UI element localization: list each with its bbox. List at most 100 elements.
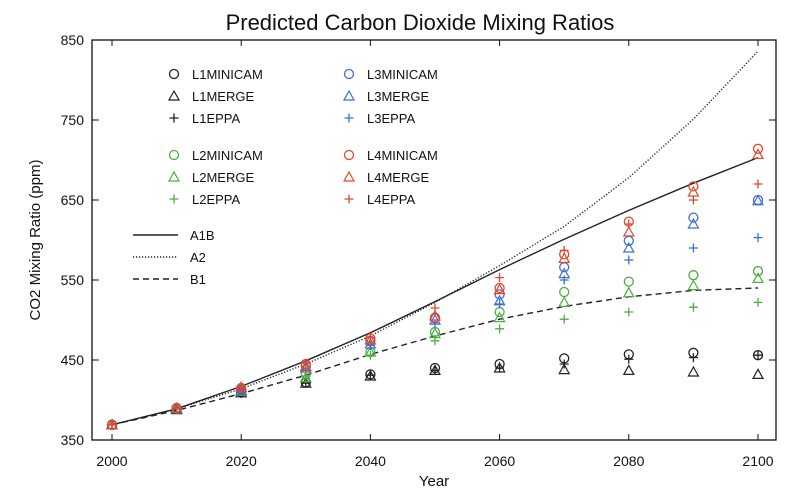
legend-label-l3minicam: L3MINICAM [367,67,438,82]
legend-marker-l1eppa [169,113,179,123]
point-l3eppa [624,255,634,265]
point-l4eppa [559,245,569,255]
x-axis-label: Year [419,473,449,490]
x-tick-label: 2080 [613,453,644,469]
point-l4minicam [688,181,699,192]
point-l4eppa [624,219,634,229]
point-l4merge [428,309,442,321]
point-l4merge [751,148,765,159]
legend-label-l3merge: L3MERGE [367,89,429,104]
legend-label-l2merge: L2MERGE [192,170,254,185]
x-tick-label: 2060 [484,453,515,469]
line-a2 [111,50,759,426]
point-l2minicam [688,270,699,281]
legend-marker-l3minicam [343,68,355,80]
point-l1eppa [559,359,569,369]
y-tick-label: 450 [61,352,85,368]
point-l2eppa [430,336,440,346]
point-l4merge [493,283,506,295]
point-l3eppa [495,299,505,309]
point-l2eppa [688,302,698,312]
point-l4eppa [495,273,505,283]
legend-label-l1minicam: L1MINICAM [192,67,263,82]
point-l2merge [299,371,312,383]
legend: L1MINICAM L1MERGE L1EPPA L2MINICAM L2MERGE L2… [133,67,438,287]
legend-label-l1merge: L1MERGE [192,89,254,104]
point-l4merge [299,360,312,371]
x-tick-label: 2040 [355,453,386,469]
point-l4eppa [107,420,117,430]
point-l3minicam [559,262,570,273]
point-l2eppa [624,307,634,317]
legend-label-l2eppa: L2EPPA [192,192,241,207]
legend-label-l4merge: L4MERGE [367,170,429,185]
point-l3minicam [688,212,699,223]
x-tick-label: 2020 [226,453,257,469]
point-l3minicam [494,289,505,300]
legend-label-b1: B1 [190,272,206,287]
point-l2merge [558,296,571,307]
point-l2eppa [559,314,569,324]
legend-label-a1b: A1B [190,228,215,243]
point-l3eppa [753,233,763,243]
legend-marker-l2eppa [169,194,179,204]
point-l3merge [751,194,765,206]
legend-marker-l4eppa [344,194,354,204]
y-axis-label: CO2 Mixing Ratio (ppm) [27,160,44,321]
legend-marker-l4minicam [343,149,355,161]
point-l4merge [622,225,635,237]
point-l1merge [687,365,700,377]
axis-ticks: 2000 2020 2040 2060 2080 2100 350 450 550 650 750 8… [61,32,776,469]
point-l4merge [558,252,571,263]
point-l2minicam [623,276,634,287]
point-l4eppa [365,333,375,343]
point-l4minicam [429,312,441,323]
line-a1b [111,156,759,426]
point-l1eppa [624,354,634,364]
point-l2eppa [365,350,375,360]
point-l4eppa [236,383,246,393]
legend-marker-l2minicam [168,149,180,161]
legend-label-l4minicam: L4MINICAM [367,148,438,163]
point-l2merge [493,311,506,323]
point-l1eppa [688,353,698,363]
point-l1merge [622,364,635,375]
point-l4eppa [172,403,182,413]
point-l3merge [622,241,635,253]
point-l2merge [622,286,635,298]
point-l3eppa [559,275,569,285]
legend-label-l3eppa: L3EPPA [367,111,416,126]
point-l2merge [687,279,700,291]
legend-marker-l1merge [167,89,181,101]
legend-marker-l1minicam [168,68,180,80]
point-l2eppa [495,324,505,334]
legend-label-l1eppa: L1EPPA [192,111,241,126]
point-l2minicam [559,286,570,298]
point-l4eppa [753,179,763,189]
chart-title: Predicted Carbon Dioxide Mixing Ratios [226,10,615,35]
legend-marker-l2merge [167,170,181,182]
point-l2merge [751,272,765,283]
point-l1eppa [753,350,763,360]
point-l3eppa [430,319,440,329]
point-l2minicam [752,266,764,277]
legend-label-l4eppa: L4EPPA [367,192,416,207]
legend-label-l2minicam: L2MINICAM [192,148,263,163]
y-tick-label: 850 [61,32,85,48]
point-l1merge [558,363,571,375]
point-l4minicam [752,143,764,154]
point-l3merge [687,217,700,229]
legend-marker-l3eppa [344,113,354,123]
y-tick-label: 650 [61,192,85,208]
legend-marker-l4merge [342,170,356,182]
y-tick-label: 350 [61,432,85,448]
x-tick-label: 2100 [742,453,773,469]
point-l1eppa [365,370,375,380]
point-l2eppa [753,297,763,307]
point-l1merge [751,368,765,379]
legend-label-a2: A2 [190,250,206,265]
point-l4merge [364,333,377,345]
point-l1eppa [430,365,440,375]
point-l4eppa [688,195,698,205]
